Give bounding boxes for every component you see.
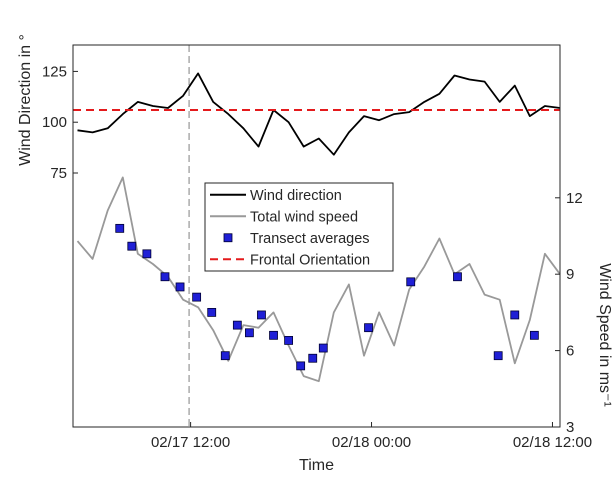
y-tick-label: 100 bbox=[42, 114, 67, 131]
scatter-point bbox=[232, 320, 242, 330]
y-axis-label: Wind Direction in ° bbox=[17, 34, 34, 166]
y2-tick-label: 9 bbox=[566, 266, 574, 283]
scatter-point bbox=[510, 310, 520, 320]
y-tick-label: 125 bbox=[42, 63, 67, 80]
scatter-point bbox=[207, 307, 217, 317]
scatter-point bbox=[245, 328, 254, 338]
legend-label: Transect averages bbox=[250, 231, 370, 247]
scatter-point bbox=[364, 323, 373, 333]
scatter-point bbox=[142, 249, 152, 259]
y2-tick-label: 12 bbox=[566, 190, 583, 207]
y2-tick-label: 6 bbox=[566, 343, 574, 360]
legend-symbol bbox=[223, 233, 233, 243]
legend-label: Wind direction bbox=[250, 188, 342, 204]
legend: Wind direction Total wind speed Transect a… bbox=[204, 182, 394, 272]
legend-label: Frontal Orientation bbox=[250, 252, 370, 268]
scatter-point bbox=[192, 292, 202, 302]
scatter-point bbox=[529, 330, 539, 340]
scatter-point bbox=[453, 272, 462, 282]
y-tick-label: 75 bbox=[50, 165, 67, 182]
legend-label: Total wind speed bbox=[250, 209, 358, 225]
scatter-point bbox=[115, 223, 125, 233]
scatter-point bbox=[257, 310, 266, 320]
scatter-point bbox=[269, 330, 278, 340]
scatter-point bbox=[284, 336, 294, 345]
scatter-point bbox=[406, 277, 416, 287]
scatter-point bbox=[127, 241, 137, 251]
x-tick-label: 02/18 12:00 bbox=[513, 434, 592, 451]
scatter-point bbox=[220, 351, 230, 361]
scatter-point bbox=[493, 351, 503, 361]
axes-frame bbox=[72, 44, 561, 428]
x-tick-label: 02/18 00:00 bbox=[332, 434, 411, 451]
scatter-point bbox=[175, 282, 185, 292]
legend-box bbox=[204, 182, 394, 272]
series-line bbox=[77, 72, 561, 156]
x-tick-label: 02/17 12:00 bbox=[151, 434, 230, 451]
scatter-point bbox=[296, 361, 306, 371]
series-line bbox=[76, 176, 561, 383]
y2-tick-label: 3 bbox=[566, 419, 574, 436]
scatter-point bbox=[160, 272, 170, 282]
scatter-point bbox=[318, 343, 328, 353]
x-axis-label: Time bbox=[299, 457, 334, 474]
y2-axis-label: Wind Speed in ms⁻¹ bbox=[596, 263, 612, 407]
scatter-point bbox=[308, 353, 318, 363]
